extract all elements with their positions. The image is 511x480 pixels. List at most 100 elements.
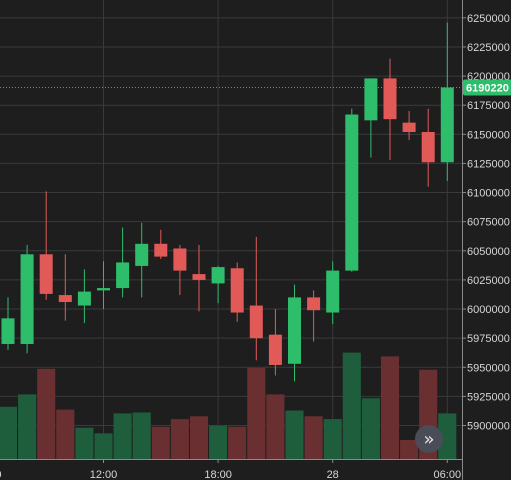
- volume-bar: [113, 413, 132, 459]
- volume-bar: [323, 419, 342, 459]
- candle: [1, 297, 15, 350]
- volume-bar: [209, 425, 228, 459]
- volume-bar: [75, 427, 94, 459]
- volume-bar: [37, 368, 56, 459]
- volume-bar: [247, 367, 266, 459]
- y-tick-label: 5950000: [467, 362, 510, 374]
- candle: [249, 236, 263, 361]
- y-tick-label: 6000000: [467, 304, 510, 316]
- candle: [39, 191, 53, 300]
- candle: [173, 244, 187, 296]
- candle: [268, 309, 282, 376]
- volume-bar: [266, 394, 285, 459]
- y-tick-label: 6225000: [467, 42, 510, 54]
- y-tick-label: 6050000: [467, 246, 510, 258]
- candle-body: [211, 267, 225, 284]
- volume-bar: [56, 409, 75, 459]
- volume-bar: [342, 352, 361, 459]
- candles: [1, 22, 454, 382]
- candle: [211, 265, 225, 304]
- x-tick-label: 06:00: [434, 469, 462, 480]
- double-chevron-right-icon: »: [423, 428, 435, 450]
- candle-body: [268, 334, 282, 365]
- candle-body: [154, 243, 168, 257]
- y-tick-label: 6150000: [467, 129, 510, 141]
- candle: [230, 262, 244, 322]
- candle-body: [440, 87, 454, 163]
- candle: [326, 261, 340, 325]
- candle: [58, 254, 72, 321]
- candle-body: [39, 254, 53, 294]
- x-tick-label: 28: [327, 469, 339, 480]
- candle-body: [345, 114, 359, 271]
- x-tick-label: 12:00: [90, 469, 118, 480]
- candle: [20, 244, 34, 354]
- candle-body: [402, 122, 416, 132]
- candle-body: [249, 305, 263, 339]
- volume-bar: [380, 356, 400, 459]
- volume-bar: [18, 394, 37, 459]
- volume-bar: [304, 416, 323, 459]
- candle: [364, 78, 378, 158]
- volume-bar: [132, 412, 151, 459]
- volume-bar: [400, 440, 419, 459]
- y-tick-label: 6075000: [467, 217, 510, 229]
- volume-bar: [0, 406, 18, 459]
- current-price-label: 6190220: [466, 82, 509, 94]
- y-tick-label: 5975000: [467, 333, 510, 345]
- current-price-badge: [463, 79, 511, 96]
- current-price-marker: 6190220: [0, 79, 511, 96]
- y-tick-label: 6025000: [467, 275, 510, 287]
- candle: [135, 222, 149, 298]
- volume-bars: [0, 352, 457, 459]
- y-tick-label: 6175000: [467, 100, 510, 112]
- x-tick-label: 0: [0, 469, 2, 480]
- candle-body: [307, 297, 321, 311]
- volume-bar: [170, 419, 189, 459]
- volume-bar: [189, 416, 209, 459]
- candle-body: [230, 268, 244, 313]
- y-tick-label: 5925000: [467, 391, 510, 403]
- candle: [421, 108, 435, 187]
- candle-body: [1, 318, 15, 344]
- candle: [116, 227, 130, 298]
- candle: [440, 22, 454, 181]
- candle: [154, 229, 168, 259]
- candle-body: [383, 78, 397, 120]
- volume-bar: [361, 398, 380, 459]
- y-tick-label: 6125000: [467, 158, 510, 170]
- candle-body: [58, 295, 72, 303]
- candle-body: [421, 131, 435, 163]
- y-tick-label: 5900000: [467, 421, 510, 433]
- volume-bar: [228, 426, 247, 459]
- candle: [383, 58, 397, 160]
- volume-bar: [285, 410, 304, 459]
- candle-body: [173, 248, 187, 271]
- scroll-to-realtime-button[interactable]: »: [415, 425, 443, 453]
- volume-bar: [151, 426, 170, 459]
- candle-body: [192, 274, 206, 280]
- candle: [192, 244, 206, 312]
- candle-body: [97, 288, 110, 291]
- volume-bar: [438, 413, 457, 459]
- candle: [77, 269, 91, 324]
- candle: [307, 290, 321, 342]
- candle-body: [135, 243, 149, 266]
- x-tick-label: 18:00: [204, 469, 232, 480]
- y-tick-label: 6100000: [467, 188, 510, 200]
- candle-body: [288, 297, 301, 364]
- candle-body: [20, 254, 34, 344]
- candle: [402, 111, 416, 141]
- volume-bar: [94, 433, 113, 459]
- candle: [288, 284, 301, 382]
- candle-body: [326, 270, 340, 313]
- candle: [97, 261, 110, 310]
- candle-body: [364, 78, 378, 121]
- candle: [345, 108, 359, 272]
- candle-body: [116, 262, 130, 289]
- y-tick-label: 6250000: [467, 13, 510, 25]
- candle-body: [77, 291, 91, 306]
